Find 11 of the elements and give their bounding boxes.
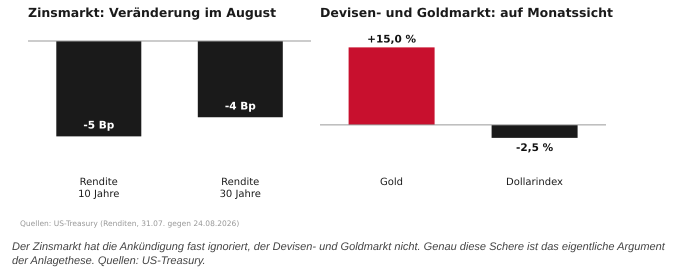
x-tick-label: Dollarindex — [506, 177, 564, 188]
data-label: +15,0 % — [367, 33, 417, 46]
data-label: -5 Bp — [83, 119, 115, 132]
x-tick-label: Rendite 10 Jahre — [78, 177, 120, 200]
x-tick-label: Rendite 30 Jahre — [220, 177, 261, 200]
text: Der Zinsmarkt hat die Ankündigung fast ignoriert, der Devisen- und Goldmarkt nicht. Genau diese Schere ist das eigentliche Argument der Anlagethese. Quellen: US-Treasury. — [12, 240, 666, 268]
chart-title: Devisen- und Goldmarkt: auf Monatssicht — [320, 5, 613, 20]
data-label: -4 Bp — [224, 100, 256, 112]
x-tick-label: Gold — [380, 177, 403, 188]
data-label: -2,5 % — [516, 142, 554, 154]
chart-title: Zinsmarkt: Veränderung im August — [28, 5, 276, 20]
